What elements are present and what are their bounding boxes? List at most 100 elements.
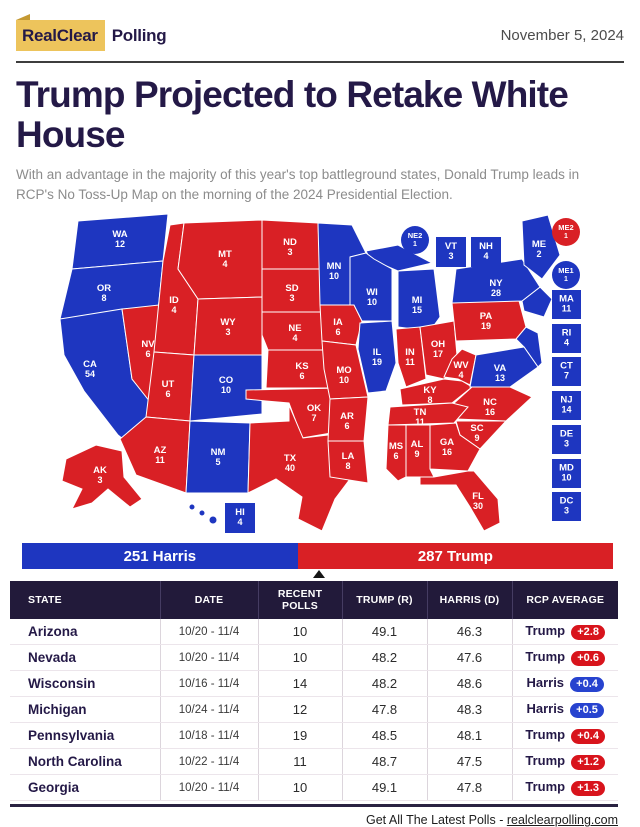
cell-state: Arizona xyxy=(10,619,161,646)
cell-trump-pct: 48.2 xyxy=(342,670,428,698)
state-label-il: IL 19 xyxy=(372,347,382,367)
state-label-mi: MI 15 xyxy=(412,295,423,315)
cell-harris-pct: 47.8 xyxy=(427,774,513,802)
state-label-ri: RI 4 xyxy=(562,328,572,348)
state-me1: ME1 1 xyxy=(552,261,580,290)
state-label-va: VA 13 xyxy=(494,363,507,383)
cell-rcp-average: Trump +1.2 xyxy=(512,748,618,776)
cell-recent-polls: 11 xyxy=(258,748,343,776)
state-me: ME 2 xyxy=(521,214,561,281)
state-fl: FL 30 xyxy=(419,470,501,533)
state-label-fl: FL 30 xyxy=(472,491,484,511)
cell-recent-polls: 14 xyxy=(258,670,343,698)
cell-rcp-average: Trump +0.6 xyxy=(512,644,618,672)
state-label-nc: NC 16 xyxy=(483,397,497,417)
state-ri: RI 4 xyxy=(552,324,581,354)
state-label-me: ME 2 xyxy=(532,239,546,259)
state-label-nd: ND 3 xyxy=(283,237,297,257)
leader-name: Trump xyxy=(525,727,566,743)
realclear-polling-logo[interactable]: RealClear Polling xyxy=(16,14,167,51)
margin-badge: +2.8 xyxy=(571,625,606,641)
map-decoration xyxy=(208,515,218,525)
state-label-ct: CT 7 xyxy=(560,361,573,381)
state-label-me1: ME1 1 xyxy=(558,266,573,283)
state-label-id: ID 4 xyxy=(169,295,179,315)
cell-recent-polls: 19 xyxy=(258,722,343,750)
state-label-ks: KS 6 xyxy=(295,361,308,381)
state-ma: MA 11 xyxy=(552,290,581,320)
cell-harris-pct: 46.3 xyxy=(427,619,513,646)
cell-trump-pct: 47.8 xyxy=(342,696,428,724)
logo-yellow-box: RealClear xyxy=(16,14,105,51)
state-hi: HI 4 xyxy=(225,503,255,534)
map-decoration xyxy=(198,509,206,517)
cell-state: Wisconsin xyxy=(10,670,161,698)
trump-ev-bar: 287 Trump xyxy=(297,543,613,570)
table-header-row: STATE DATE RECENT POLLS TRUMP (R) HARRIS… xyxy=(10,581,618,620)
table-row-georgia: Georgia 10/20 - 11/4 10 49.1 47.8 Trump +1.3 xyxy=(10,774,618,802)
cell-date: 10/22 - 11/4 xyxy=(160,748,259,776)
cell-recent-polls: 10 xyxy=(258,644,343,672)
cell-date: 10/20 - 11/4 xyxy=(160,644,259,672)
cell-rcp-average: Harris +0.4 xyxy=(512,670,618,698)
state-or: OR 8 xyxy=(59,260,164,320)
state-sd: SD 3 xyxy=(261,268,324,313)
leader-name: Harris xyxy=(526,675,565,691)
state-wy: WY 3 xyxy=(193,296,263,356)
footer-text: Get All The Latest Polls xyxy=(366,813,496,827)
state-me2: ME2 1 xyxy=(552,218,580,247)
leader-name: Trump xyxy=(525,623,566,639)
state-label-al: AL 9 xyxy=(411,439,424,459)
logo-secondary-text: Polling xyxy=(111,26,167,45)
map-decoration xyxy=(188,503,196,511)
cell-date: 10/24 - 11/4 xyxy=(160,696,259,724)
state-label-me2: ME2 1 xyxy=(558,223,573,240)
page-title: Trump Projected to Retake White House xyxy=(16,74,569,155)
state-label-sc: SC 9 xyxy=(470,423,483,443)
state-label-ne2: NE2 1 xyxy=(408,231,423,248)
state-label-nv: NV 6 xyxy=(141,339,155,359)
date-label: November 5, 2024 xyxy=(500,27,624,44)
cell-rcp-average: Trump +0.4 xyxy=(512,722,618,750)
state-label-ne: NE 4 xyxy=(288,323,301,343)
state-label-az: AZ 11 xyxy=(154,445,167,465)
cell-rcp-average: Trump +2.8 xyxy=(512,619,618,646)
state-label-nh: NH 4 xyxy=(479,241,493,261)
state-mo: MO 10 xyxy=(321,340,369,400)
cell-rcp-average: Trump +1.3 xyxy=(512,774,618,802)
state-label-ok: OK 7 xyxy=(307,403,321,423)
state-label-ak: AK 3 xyxy=(93,465,107,485)
footer-link[interactable]: realclearpolling.com xyxy=(506,813,618,827)
state-in: IN 11 xyxy=(395,326,427,389)
leader-name: Trump xyxy=(525,779,566,795)
cell-state: Michigan xyxy=(10,696,161,724)
electoral-vote-bar: 251 Harris 287 Trump xyxy=(22,543,613,579)
state-ia: IA 6 xyxy=(319,304,363,346)
state-ut: UT 6 xyxy=(145,351,195,422)
cell-trump-pct: 49.1 xyxy=(342,774,428,802)
table-row-michigan: Michigan 10/24 - 11/4 12 47.8 48.3 Harris +0.5 xyxy=(10,696,618,724)
cell-harris-pct: 48.3 xyxy=(427,696,513,724)
page-subtitle: With an advantage in the majority of thi… xyxy=(16,166,580,203)
state-dc: DC 3 xyxy=(552,492,581,522)
col-header-date: DATE xyxy=(160,581,259,620)
state-label-ia: IA 6 xyxy=(333,317,343,337)
state-ct: CT 7 xyxy=(552,357,581,387)
table-row-arizona: Arizona 10/20 - 11/4 10 49.1 46.3 Trump +2.8 xyxy=(10,619,618,646)
state-label-ga: GA 16 xyxy=(440,437,454,457)
state-label-la: LA 8 xyxy=(342,451,355,471)
footer-separator: - xyxy=(499,813,507,827)
cell-recent-polls: 12 xyxy=(258,696,343,724)
state-nj: NJ 14 xyxy=(552,391,581,421)
state-va: VA 13 xyxy=(469,346,539,388)
cell-state: North Carolina xyxy=(10,748,161,776)
state-md: MD 10 xyxy=(552,459,581,489)
page-header: RealClear Polling November 5, 2024 xyxy=(0,0,640,51)
cell-trump-pct: 48.7 xyxy=(342,748,428,776)
state-ak: AK 3 xyxy=(61,444,143,511)
margin-badge: +0.4 xyxy=(570,677,605,693)
state-label-pa: PA 19 xyxy=(480,311,493,331)
state-ms: MS 6 xyxy=(385,424,407,483)
cell-state: Georgia xyxy=(10,774,161,802)
harris-ev-bar: 251 Harris xyxy=(22,543,298,570)
